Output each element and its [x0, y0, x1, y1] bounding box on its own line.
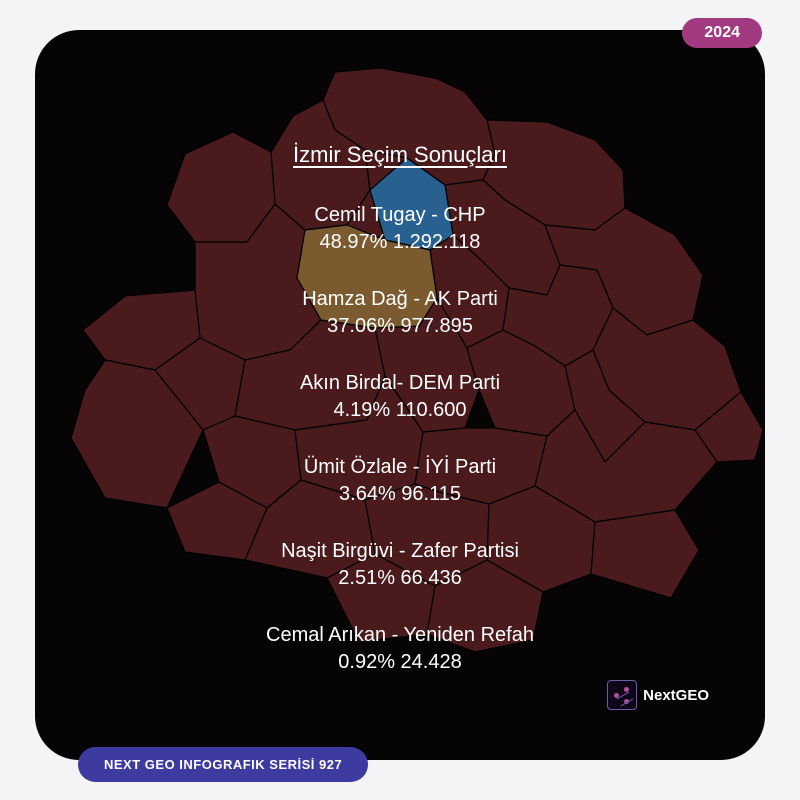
series-text: NEXT GEO INFOGRAFIK SERİSİ 927: [104, 757, 342, 772]
candidate-line1: Cemil Tugay - CHP: [314, 204, 485, 226]
candidate-line2: 48.97% 1.292.118: [35, 229, 765, 256]
results-title: İzmir Seçim Sonuçları: [35, 142, 765, 168]
candidate-entry: Ümit Özlale - İYİ Parti 3.64% 96.115: [35, 454, 765, 508]
infographic-card: İzmir Seçim Sonuçları Cemil Tugay - CHP 4…: [35, 30, 765, 760]
candidate-line1: Naşit Birgüvi - Zafer Partisi: [281, 540, 519, 562]
candidate-line2: 3.64% 96.115: [35, 481, 765, 508]
series-pill: NEXT GEO INFOGRAFIK SERİSİ 927: [78, 747, 368, 782]
candidate-entry: Hamza Dağ - AK Parti 37.06% 977.895: [35, 286, 765, 340]
candidate-line2: 0.92% 24.428: [35, 649, 765, 676]
brand-logo: NextGEO: [607, 680, 709, 710]
candidate-entry: Akın Birdal- DEM Parti 4.19% 110.600: [35, 370, 765, 424]
logo-text: NextGEO: [643, 687, 709, 704]
candidate-line2: 2.51% 66.436: [35, 565, 765, 592]
candidate-line1: Akın Birdal- DEM Parti: [300, 372, 500, 394]
candidate-line2: 4.19% 110.600: [35, 397, 765, 424]
candidate-line1: Ümit Özlale - İYİ Parti: [304, 456, 496, 478]
candidate-entry: Naşit Birgüvi - Zafer Partisi 2.51% 66.43…: [35, 538, 765, 592]
candidate-line1: Hamza Dağ - AK Parti: [302, 288, 498, 310]
results-block: İzmir Seçim Sonuçları Cemil Tugay - CHP 4…: [35, 142, 765, 706]
candidate-line2: 37.06% 977.895: [35, 313, 765, 340]
candidate-entry: Cemal Arıkan - Yeniden Refah 0.92% 24.428: [35, 622, 765, 676]
candidate-line1: Cemal Arıkan - Yeniden Refah: [266, 624, 534, 646]
year-badge: 2024: [682, 18, 762, 48]
logo-suffix: GEO: [676, 687, 709, 704]
year-text: 2024: [704, 24, 740, 41]
candidate-entry: Cemil Tugay - CHP 48.97% 1.292.118: [35, 202, 765, 256]
candidate-list: Cemil Tugay - CHP 48.97% 1.292.118 Hamza D…: [35, 202, 765, 676]
logo-brand: Next: [643, 687, 676, 704]
logo-mark-icon: [607, 680, 637, 710]
